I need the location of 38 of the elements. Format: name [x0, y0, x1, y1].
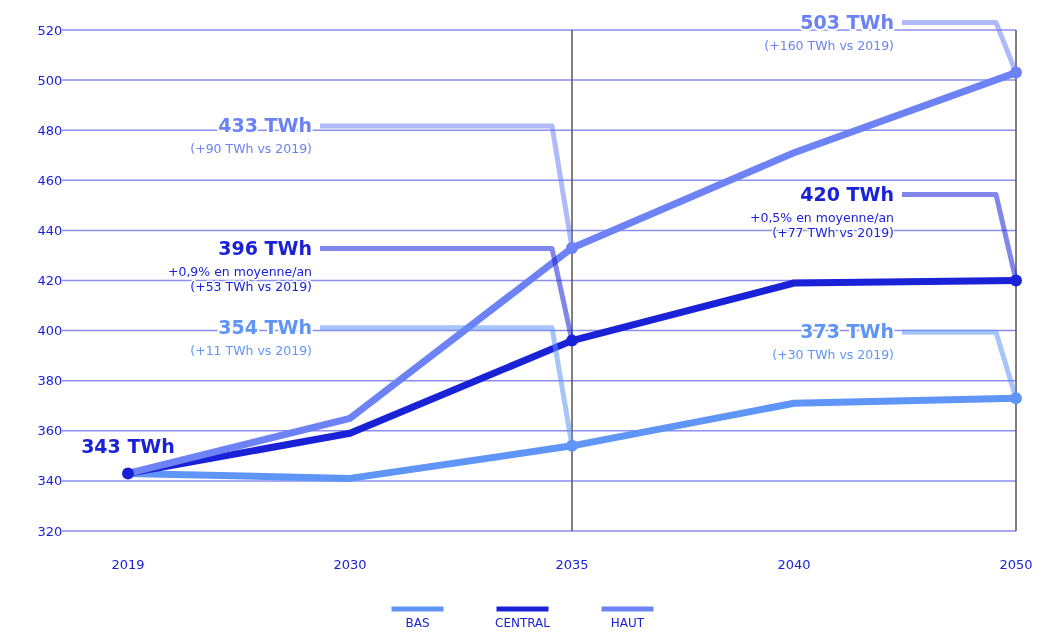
y-tick-label: 400 [37, 323, 63, 339]
point [1010, 66, 1022, 79]
annotation: 343 TWh [81, 435, 175, 458]
point [566, 241, 578, 254]
y-tick-label: 480 [37, 122, 63, 138]
y-tick-label: 360 [37, 423, 63, 439]
legend-label: CENTRAL [494, 616, 551, 630]
x-tick-label: 2019 [111, 557, 145, 572]
point [566, 334, 578, 347]
legend-label: HAUT [610, 616, 645, 630]
x-tick-label: 2030 [333, 557, 367, 572]
annotation: 420 TWh [800, 182, 894, 205]
point [1010, 392, 1022, 405]
y-tick-label: 340 [37, 473, 63, 489]
annotation: (+53 TWh vs 2019) [190, 278, 312, 294]
annotation: 503 TWh [800, 10, 894, 33]
annotation: (+160 TWh vs 2019) [764, 37, 894, 53]
y-tick-label: 420 [37, 273, 63, 289]
annotation: +0,9% en moyenne/an [167, 263, 312, 279]
y-tick-label: 460 [37, 172, 63, 188]
x-tick-label: 2035 [555, 557, 589, 572]
point [566, 439, 578, 452]
x-tick-label: 2050 [999, 557, 1033, 572]
y-tick-label: 520 [37, 22, 63, 38]
y-tick-label: 380 [37, 373, 63, 389]
legend-label: BAS [405, 616, 430, 630]
point [1010, 274, 1022, 287]
annotation: 396 TWh [218, 236, 312, 259]
annotation: (+77 TWh vs 2019) [772, 224, 894, 240]
y-tick-label: 440 [37, 222, 63, 238]
annotation: +0,5% en moyenne/an [749, 209, 894, 225]
annotation: (+11 TWh vs 2019) [190, 342, 312, 358]
annotation: (+90 TWh vs 2019) [190, 140, 312, 156]
annotation: (+30 TWh vs 2019) [772, 347, 894, 363]
point [122, 467, 134, 480]
y-tick-label: 500 [37, 72, 63, 88]
x-tick-label: 2040 [777, 557, 811, 572]
y-tick-label: 320 [37, 523, 63, 539]
